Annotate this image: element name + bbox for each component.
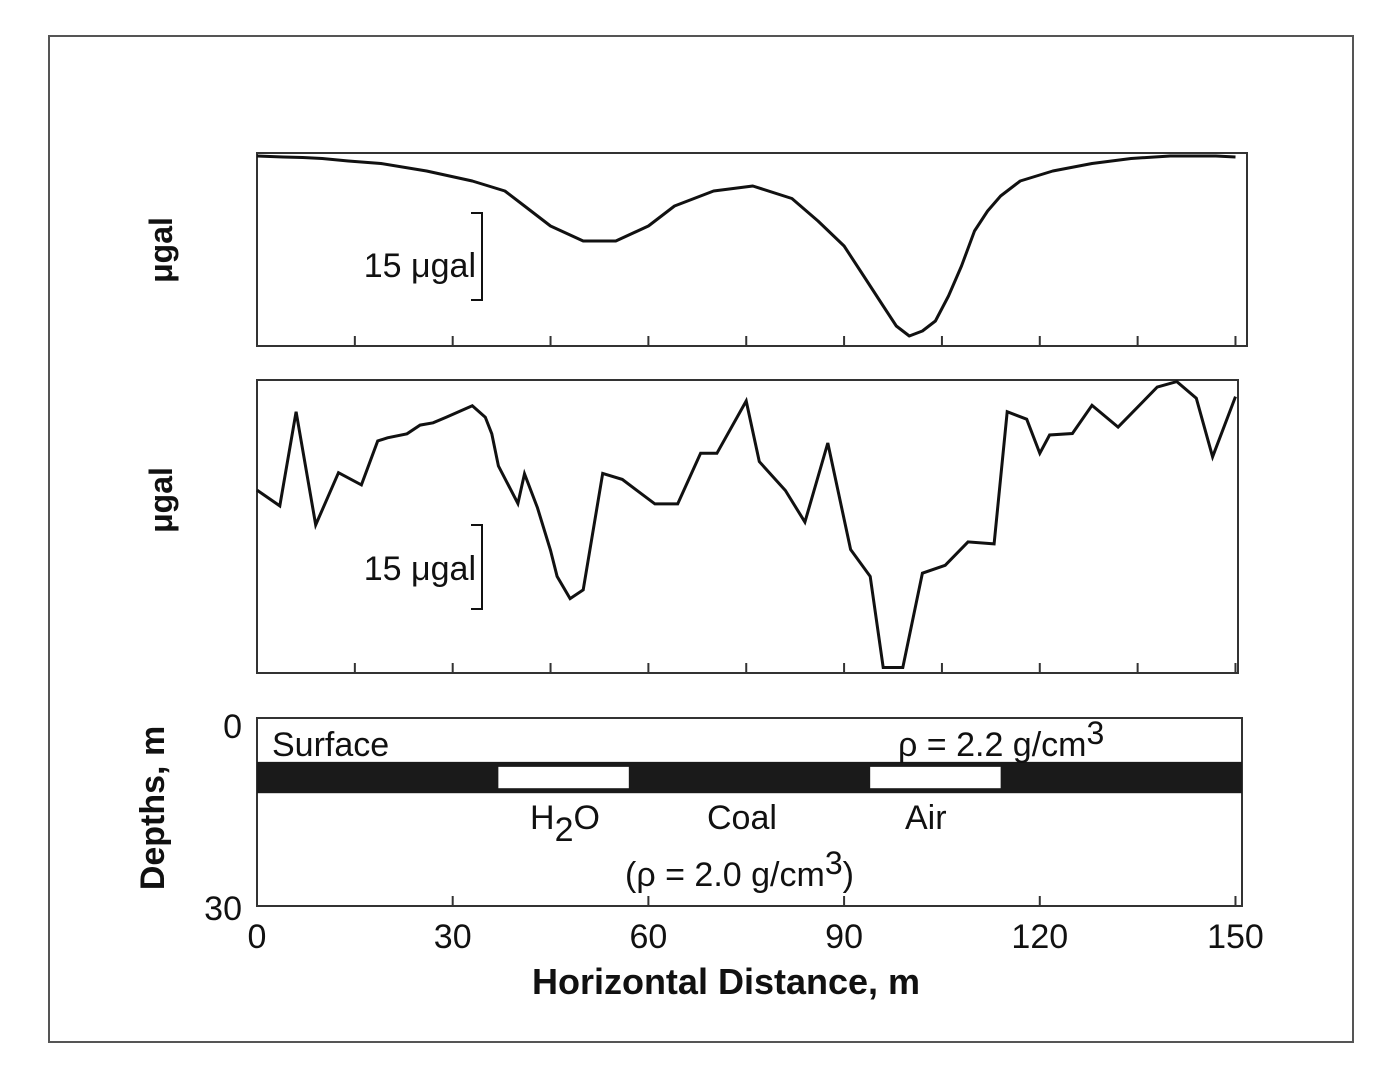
coal-label: Coal xyxy=(707,799,777,837)
top-panel-frame xyxy=(256,152,1248,347)
depth-tick-0: 0 xyxy=(223,708,242,746)
middle-panel-frame xyxy=(256,379,1239,674)
middle-scale-bar xyxy=(471,524,483,610)
x-tick-label: 120 xyxy=(1011,918,1068,956)
top-series-line xyxy=(256,154,1236,338)
coal-seam xyxy=(257,761,1242,794)
top-y-axis-label: μgal xyxy=(143,217,179,283)
x-tick-label: 60 xyxy=(629,918,667,956)
rho-top-label: ρ = 2.2 g/cm3 xyxy=(898,715,1104,764)
void-0 xyxy=(498,766,629,789)
middle-panel-ticks xyxy=(353,663,1237,673)
depth-tick-30: 30 xyxy=(204,890,242,928)
h2o-label: H2O xyxy=(530,799,600,849)
bottom-y-axis-label: Depths, m xyxy=(134,726,172,890)
surface-label: Surface xyxy=(272,726,389,764)
bottom-panel-frame xyxy=(256,717,1243,907)
top-scale-bar xyxy=(471,212,483,301)
middle-y-axis-label: μgal xyxy=(143,467,179,533)
rho-coal-label: (ρ = 2.0 g/cm3) xyxy=(625,845,854,894)
figure-frame xyxy=(48,35,1354,1043)
air-label: Air xyxy=(905,799,947,837)
voids-group xyxy=(498,766,1001,789)
x-tick-label: 30 xyxy=(434,918,472,956)
middle-series-line xyxy=(256,379,1237,669)
x-axis-ticks: 0 30 60 90 120 150 xyxy=(248,896,1264,956)
top-panel-ticks xyxy=(353,336,1237,346)
x-tick-label: 0 xyxy=(248,918,267,956)
middle-scale-bar-label: 15 μgal xyxy=(364,550,476,588)
x-tick-label: 150 xyxy=(1207,918,1264,956)
x-tick-label: 90 xyxy=(825,918,863,956)
void-1 xyxy=(870,766,1001,789)
top-scale-bar-label: 15 μgal xyxy=(364,247,476,285)
x-axis-label: Horizontal Distance, m xyxy=(532,961,920,1002)
